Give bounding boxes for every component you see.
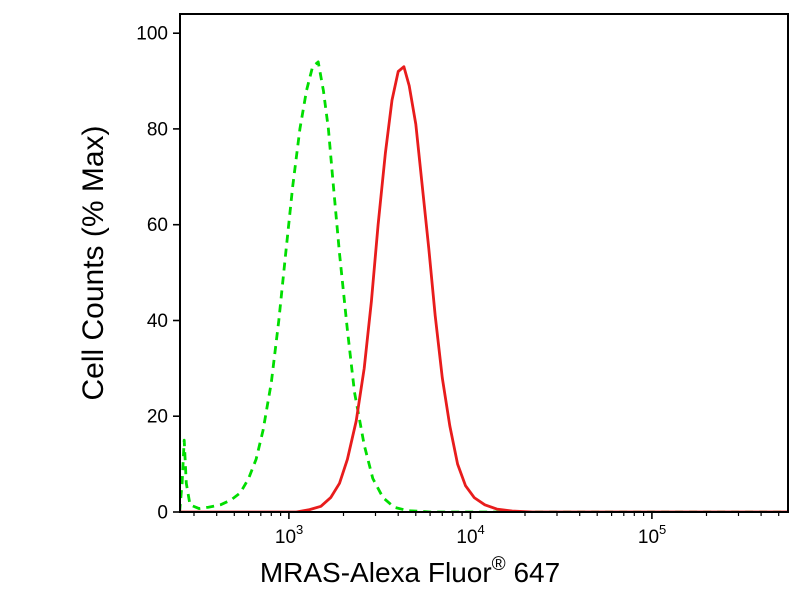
y-tick-label: 40 [147,311,168,332]
registered-trademark-icon: ® [492,554,506,575]
y-axis-title: Cell Counts (% Max) [77,125,110,400]
x-tick-label: 104 [456,522,484,548]
x-axis-title-main: MRAS-Alexa Fluor [260,557,492,588]
x-axis-title: MRAS-Alexa Fluor® 647 [260,554,560,588]
y-tick-label: 100 [136,24,168,45]
y-tick-label: 60 [147,215,168,236]
plot-frame [179,13,789,513]
y-tick-label: 80 [147,119,168,140]
y-tick-label: 20 [147,407,168,428]
x-tick-label: 103 [275,522,303,548]
x-tick-label: 105 [638,522,666,548]
red-solid-curve [180,65,788,512]
y-tick-label: 0 [157,503,168,524]
x-axis-title-suffix: 647 [506,557,561,588]
green-dashed-curve [180,60,788,512]
